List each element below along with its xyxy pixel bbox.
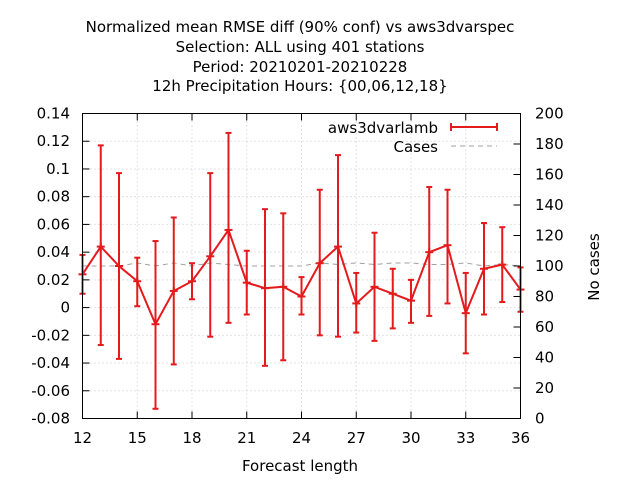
- x-tick-label: 27: [347, 429, 366, 447]
- cases-line: [82, 262, 521, 267]
- y2-tick-label: 140: [535, 196, 564, 214]
- x-tick-label: 24: [292, 429, 311, 447]
- legend: aws3dvarlamb Cases: [328, 119, 498, 156]
- y-tick-label: 0.1: [46, 160, 70, 178]
- y-tick-label: 0.12: [37, 132, 70, 150]
- cases-series: [82, 262, 521, 267]
- y2-tick-label: 80: [535, 288, 554, 306]
- y-tick-label: -0.04: [31, 354, 70, 372]
- x-tick-label: 12: [73, 429, 92, 447]
- y2-tick-label: 160: [535, 166, 564, 184]
- x-tick-label: 30: [401, 429, 420, 447]
- x-axis: 12 15 18 21 24 27 30 33 36: [73, 113, 530, 447]
- legend-label-cases: Cases: [393, 138, 438, 156]
- title-line-1: Normalized mean RMSE diff (90% conf) vs …: [86, 18, 515, 36]
- x-tick-label: 33: [456, 429, 475, 447]
- title-line-4: 12h Precipitation Hours: {00,06,12,18}: [152, 77, 447, 95]
- title-line-2: Selection: ALL using 401 stations: [176, 38, 425, 56]
- y-tick-label: 0.06: [37, 215, 70, 233]
- y2-tick-label: 20: [535, 379, 554, 397]
- y-axis-right: 0 20 40 60 80 100 120 140 160 180 200: [513, 105, 564, 428]
- y-tick-label: 0.14: [37, 105, 70, 123]
- y2-tick-label: 100: [535, 257, 564, 275]
- x-tick-label: 21: [237, 429, 256, 447]
- x-tick-label: 15: [128, 429, 147, 447]
- x-axis-label: Forecast length: [242, 457, 358, 475]
- y2-tick-label: 200: [535, 105, 564, 123]
- y2-tick-label: 60: [535, 318, 554, 336]
- y-axis-left: -0.08 -0.06 -0.04 -0.02 0 0.02 0.04 0.06 0.08 0.1…: [31, 105, 90, 428]
- y2-tick-label: 120: [535, 227, 564, 245]
- y-tick-label: -0.06: [31, 382, 70, 400]
- y-tick-label: 0.02: [37, 271, 70, 289]
- y-tick-label: 0.04: [37, 243, 70, 261]
- x-tick-label: 18: [182, 429, 201, 447]
- y-tick-label: 0.08: [37, 188, 70, 206]
- y2-tick-label: 180: [535, 135, 564, 153]
- y2-tick-label: 0: [535, 410, 545, 428]
- y-tick-label: 0: [60, 299, 70, 317]
- legend-label-aws3dvarlamb: aws3dvarlamb: [328, 119, 438, 137]
- chart-title: Normalized mean RMSE diff (90% conf) vs …: [86, 18, 515, 95]
- x-tick-label: 36: [511, 429, 530, 447]
- y-tick-label: -0.02: [31, 326, 70, 344]
- title-line-3: Period: 20210201-20210228: [193, 58, 408, 76]
- y2-tick-label: 40: [535, 349, 554, 367]
- y2-axis-label: No cases: [585, 233, 603, 301]
- y-tick-label: -0.08: [31, 410, 70, 428]
- aws3dvarlamb-series: [78, 131, 525, 410]
